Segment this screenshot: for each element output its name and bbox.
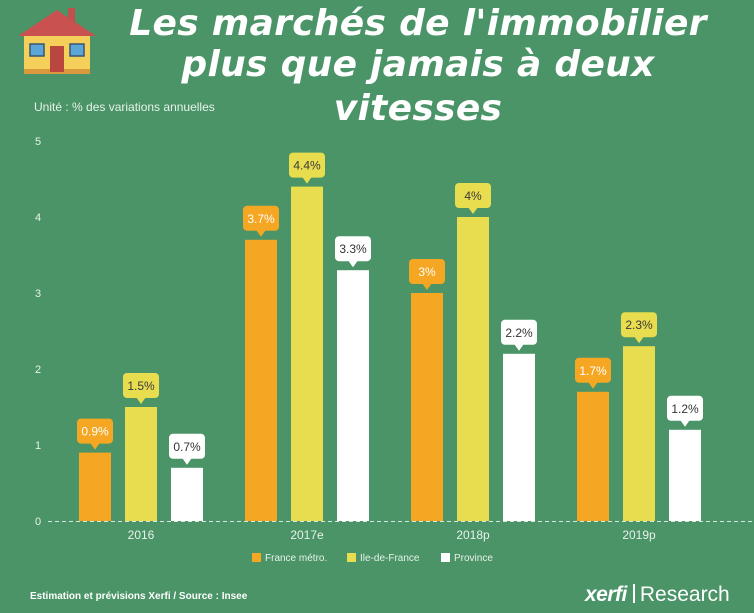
bar — [125, 407, 157, 521]
bar — [503, 353, 535, 521]
data-label: 1.7% — [579, 364, 607, 378]
bar — [291, 186, 323, 521]
data-label-box — [667, 395, 703, 421]
data-label-pointer — [90, 442, 100, 450]
data-label-pointer — [348, 260, 358, 268]
data-label-pointer — [302, 176, 312, 184]
x-tick-label: 2017e — [290, 528, 324, 542]
data-label-box — [455, 183, 491, 208]
y-tick-label: 4 — [35, 212, 41, 224]
data-label: 1.5% — [127, 379, 155, 393]
data-label-box — [621, 312, 657, 338]
data-label-box — [243, 205, 279, 231]
data-label-box — [77, 418, 113, 444]
data-label: 1.2% — [671, 402, 699, 416]
bar — [245, 239, 277, 522]
house-icon — [18, 8, 96, 74]
brand-divider — [632, 584, 635, 603]
y-tick-label: 1 — [35, 440, 41, 452]
source-note: Estimation et prévisions Xerfi / Source … — [30, 591, 248, 602]
y-tick-label: 0 — [35, 516, 41, 528]
data-label-box — [289, 152, 325, 178]
data-label-pointer — [136, 397, 146, 404]
data-label-box — [409, 259, 445, 284]
y-tick-label: 3 — [35, 288, 41, 300]
bar — [457, 217, 489, 521]
legend-label: Ile-de-France — [360, 553, 420, 564]
legend-swatch — [441, 553, 450, 562]
data-label-pointer — [468, 207, 478, 214]
data-label-pointer — [588, 381, 598, 389]
data-label-pointer — [422, 283, 432, 290]
data-label-box — [123, 373, 159, 398]
legend-swatch — [252, 553, 261, 562]
data-label: 0.9% — [81, 425, 109, 439]
legend-swatch — [347, 553, 356, 562]
data-label: 4.4% — [293, 159, 321, 173]
data-label-box — [575, 357, 611, 383]
chart-title-line-2: plus que jamais à deux vitesses — [181, 44, 655, 129]
data-label: 2.2% — [505, 326, 533, 340]
bar — [623, 346, 655, 521]
data-label: 3.3% — [339, 242, 367, 256]
data-label-box — [335, 236, 371, 262]
bar — [577, 391, 609, 521]
bar — [337, 270, 369, 521]
chart-title-line-1: Les marchés de l'immobilier — [129, 3, 707, 44]
brand-xerfi: xerfi — [585, 583, 627, 606]
y-tick-label: 5 — [35, 136, 41, 148]
bar — [171, 467, 203, 521]
data-label: 3.7% — [247, 212, 275, 226]
y-tick-label: 2 — [35, 364, 41, 376]
data-label: 4% — [464, 189, 482, 203]
brand-research: Research — [639, 583, 730, 606]
data-label-pointer — [514, 343, 524, 351]
bar — [79, 452, 111, 521]
bar — [411, 293, 443, 521]
x-tick-label: 2019p — [622, 528, 656, 542]
brand-logo: xerfi Research — [585, 582, 730, 608]
x-tick-label: 2016 — [128, 528, 155, 542]
data-label-box — [169, 433, 205, 459]
data-label-box — [501, 319, 537, 345]
data-label-pointer — [634, 336, 644, 344]
bar — [669, 429, 701, 521]
data-label: 2.3% — [625, 318, 653, 332]
x-tick-label: 2018p — [456, 528, 490, 542]
data-label-pointer — [182, 457, 192, 465]
legend-label: France métro. — [265, 553, 327, 564]
data-label-pointer — [680, 419, 690, 427]
data-label: 3% — [418, 265, 436, 279]
unit-label: Unité : % des variations annuelles — [34, 100, 215, 114]
legend-label: Province — [454, 553, 493, 564]
data-label-pointer — [256, 229, 266, 237]
data-label: 0.7% — [173, 440, 201, 454]
